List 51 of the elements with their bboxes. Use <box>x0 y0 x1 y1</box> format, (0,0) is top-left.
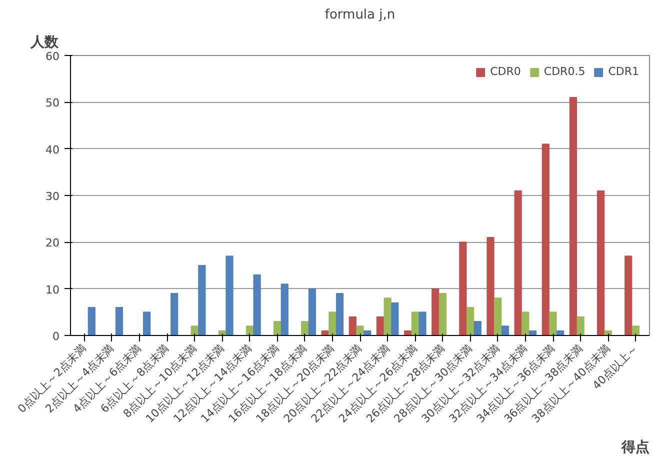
legend-label: CDR1 <box>608 65 639 78</box>
y-axis-title: 人数 <box>30 34 60 50</box>
bar <box>514 190 522 336</box>
bar <box>115 307 124 336</box>
legend-label: CDR0 <box>490 65 521 78</box>
bar <box>88 307 96 336</box>
y-tick-label: 20 <box>46 236 60 250</box>
x-axis-title: 得点 <box>620 440 650 456</box>
bar <box>576 316 584 336</box>
bar <box>142 312 151 336</box>
bar <box>253 274 261 336</box>
bar <box>356 326 364 336</box>
bar <box>280 284 288 336</box>
y-tick-label: 30 <box>46 190 60 203</box>
chart-title: formula j,n <box>324 8 396 22</box>
bar <box>348 316 356 336</box>
bar <box>198 265 206 336</box>
bar <box>411 312 419 336</box>
bar <box>632 326 640 336</box>
y-tick-label: 50 <box>46 96 60 110</box>
bar <box>246 326 254 336</box>
bar <box>432 288 440 336</box>
bar <box>459 242 467 336</box>
bar <box>301 321 309 336</box>
bar <box>308 288 316 336</box>
bar <box>522 312 530 336</box>
y-tick-label: 0 <box>52 330 60 343</box>
bar <box>226 256 234 336</box>
bar <box>549 312 557 336</box>
bar <box>624 256 632 336</box>
legend-label: CDR0.5 <box>544 65 586 78</box>
bar <box>542 144 550 336</box>
bar <box>494 298 502 336</box>
y-tick-label: 40 <box>46 143 60 156</box>
bar <box>328 312 336 336</box>
bar <box>273 321 282 336</box>
bar <box>486 237 494 336</box>
bar <box>418 312 426 336</box>
bar <box>569 97 578 336</box>
bar <box>474 321 482 336</box>
bar <box>438 293 447 336</box>
bar <box>376 316 384 336</box>
bar <box>501 326 510 336</box>
bar <box>170 293 178 336</box>
bar <box>391 302 399 336</box>
y-tick-label: 60 <box>46 50 60 63</box>
bar <box>336 293 344 336</box>
bar <box>466 307 474 336</box>
bar <box>384 298 392 336</box>
bar <box>596 190 605 336</box>
y-tick-label: 10 <box>46 283 60 296</box>
